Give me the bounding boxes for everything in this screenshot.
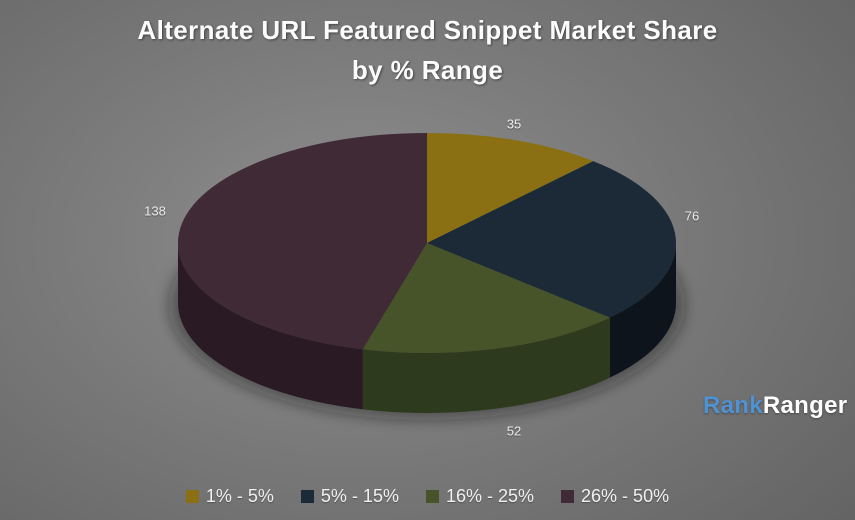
legend-item-1: 5% - 15% xyxy=(300,486,399,507)
pie-slice-1 xyxy=(427,161,676,318)
chart-title-line1: Alternate URL Featured Snippet Market Sh… xyxy=(137,15,718,45)
legend-label-1: 5% - 15% xyxy=(320,486,399,506)
legend-item-3: 26% - 50% xyxy=(561,486,669,507)
logo-suffix: Ranger xyxy=(762,392,848,419)
slice-value-label-0: 35 xyxy=(506,116,522,132)
pie-slice-3 xyxy=(177,133,427,350)
pie-side-walls xyxy=(177,243,676,414)
pie-side-3 xyxy=(177,243,363,410)
legend-label-0: 1% - 5% xyxy=(205,486,274,506)
rankranger-logo: RankRanger xyxy=(703,392,847,420)
slice-value-label-1: 76 xyxy=(684,208,700,224)
legend-label-3: 26% - 50% xyxy=(581,486,670,506)
pie-slice-0 xyxy=(427,133,594,243)
slice-value-label-2: 52 xyxy=(506,423,522,439)
legend-swatch-2 xyxy=(425,490,439,503)
pie-side-1 xyxy=(609,243,676,378)
legend-swatch-1 xyxy=(300,490,314,503)
legend-item-2: 16% - 25% xyxy=(425,486,535,507)
pie-slice-2 xyxy=(362,243,610,354)
legend-label-2: 16% - 25% xyxy=(445,486,535,506)
chart-legend: 1% - 5% 5% - 15% 16% - 25% 26% - 50% xyxy=(0,486,855,507)
chart-title: Alternate URL Featured Snippet Market Sh… xyxy=(0,10,855,90)
chart-title-line2: by % Range xyxy=(351,55,504,85)
legend-item-0: 1% - 5% xyxy=(185,486,274,507)
legend-swatch-3 xyxy=(561,490,575,503)
legend-swatch-0 xyxy=(185,490,199,503)
logo-prefix: Rank xyxy=(703,392,763,419)
slice-value-label-3: 138 xyxy=(144,203,166,219)
pie-slices xyxy=(177,133,676,354)
pie-side-2 xyxy=(362,317,610,414)
